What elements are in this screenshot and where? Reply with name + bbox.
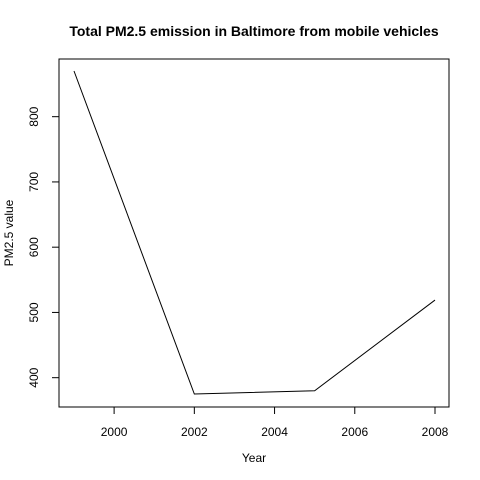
y-axis-label: PM2.5 value (2, 199, 16, 266)
x-tick-label: 2008 (422, 425, 449, 439)
series-line (73, 70, 436, 395)
y-tick-label: 500 (27, 302, 41, 322)
y-tick-label: 600 (27, 237, 41, 257)
x-axis-label: Year (242, 451, 266, 465)
chart-title: Total PM2.5 emission in Baltimore from m… (69, 23, 438, 39)
x-tick-label: 2000 (101, 425, 128, 439)
plot-frame (58, 58, 450, 408)
series-layer (73, 70, 436, 395)
y-tick-label: 800 (27, 106, 41, 126)
x-tick-label: 2006 (341, 425, 368, 439)
x-axis: 2000 2002 2004 2006 2008 (101, 406, 449, 439)
y-tick-label: 400 (27, 367, 41, 387)
y-axis: 400 500 600 700 800 (27, 106, 60, 388)
x-tick-label: 2004 (261, 425, 288, 439)
x-tick-label: 2002 (181, 425, 208, 439)
y-tick-label: 700 (27, 172, 41, 192)
